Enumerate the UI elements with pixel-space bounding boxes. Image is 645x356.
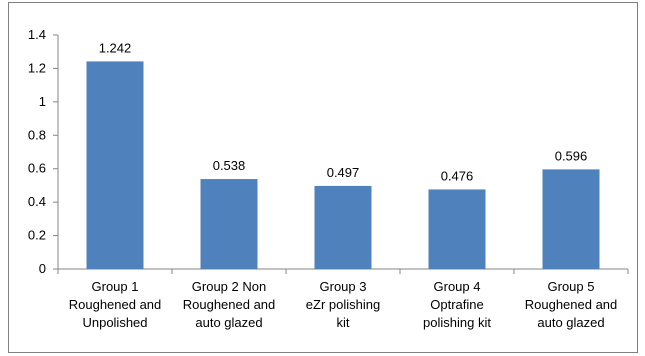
bar	[428, 189, 486, 269]
x-tick-label: kit	[337, 315, 350, 330]
x-tick-label: Group 3	[320, 279, 367, 294]
y-tick-label: 0	[39, 261, 46, 276]
x-tick-label: Roughened and	[69, 297, 162, 312]
data-label: 0.476	[441, 168, 474, 183]
bar	[86, 61, 144, 270]
x-tick-label: Group 2 Non	[192, 279, 266, 294]
y-tick-label: 1.4	[28, 27, 46, 42]
data-label: 0.538	[213, 158, 246, 173]
x-tick-label: Optrafine	[430, 297, 483, 312]
x-tick-label: auto glazed	[537, 315, 604, 330]
bar	[542, 169, 600, 269]
x-tick-label: Group 4	[434, 279, 481, 294]
data-label: 1.242	[99, 40, 132, 55]
x-tick-label: Unpolished	[82, 315, 147, 330]
x-tick-label: eZr polishing	[306, 297, 380, 312]
x-tick-label: Roughened and	[183, 297, 276, 312]
y-axis: 0 0.2 0.4 0.6 0.8 1 1.2 1.4	[28, 27, 629, 276]
y-tick-label: 1.2	[28, 60, 46, 75]
bar	[200, 179, 258, 269]
y-tick-label: 0.6	[28, 161, 46, 176]
y-tick-label: 0.8	[28, 127, 46, 142]
x-tick-label: polishing kit	[423, 315, 491, 330]
x-axis-labels: Group 1 Roughened and Unpolished Group 2 No…	[69, 279, 618, 330]
data-labels: 1.242 0.538 0.497 0.476 0.596	[99, 40, 588, 183]
y-tick-label: 1	[39, 94, 46, 109]
x-tick-label: auto glazed	[195, 315, 262, 330]
x-tick-label: Group 1	[92, 279, 139, 294]
y-tick-label: 0.4	[28, 194, 46, 209]
bar	[314, 185, 372, 269]
x-tick-label: Group 5	[548, 279, 595, 294]
x-tick-label: Roughened and	[525, 297, 618, 312]
data-label: 0.497	[327, 165, 360, 180]
y-tick-label: 0.2	[28, 228, 46, 243]
bars	[86, 61, 600, 270]
data-label: 0.596	[555, 148, 588, 163]
